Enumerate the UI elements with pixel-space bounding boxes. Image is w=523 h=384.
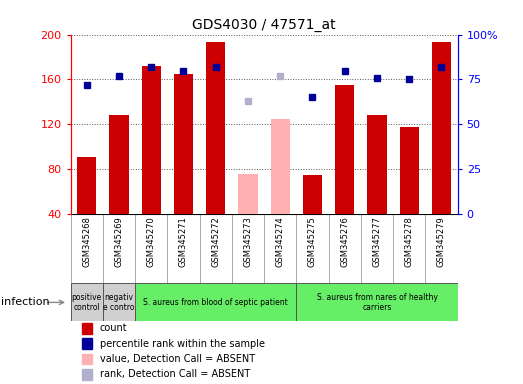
Bar	[400, 127, 419, 214]
Text: infection: infection	[1, 297, 50, 308]
Bar	[432, 42, 451, 214]
Bar	[135, 283, 297, 321]
Text: GSM345275: GSM345275	[308, 216, 317, 267]
Text: count: count	[99, 323, 127, 333]
Text: S. aureus from blood of septic patient: S. aureus from blood of septic patient	[143, 298, 288, 307]
Bar	[109, 116, 129, 214]
Bar	[367, 116, 386, 214]
Text: GSM345270: GSM345270	[147, 216, 156, 267]
Bar	[82, 323, 92, 334]
Bar	[71, 283, 103, 321]
Text: S. aureus from nares of healthy
carriers: S. aureus from nares of healthy carriers	[316, 293, 437, 312]
Text: rank, Detection Call = ABSENT: rank, Detection Call = ABSENT	[99, 369, 250, 379]
Text: GSM345277: GSM345277	[372, 216, 381, 267]
Text: GSM345272: GSM345272	[211, 216, 220, 267]
Bar	[142, 66, 161, 214]
Bar	[77, 157, 96, 214]
Text: negativ
e contro: negativ e contro	[103, 293, 135, 312]
Bar	[103, 283, 135, 321]
Text: GSM345274: GSM345274	[276, 216, 285, 267]
Bar	[206, 42, 225, 214]
Title: GDS4030 / 47571_at: GDS4030 / 47571_at	[192, 18, 336, 32]
Bar	[335, 85, 355, 214]
Text: GSM345268: GSM345268	[82, 216, 91, 267]
Bar	[270, 119, 290, 214]
Bar	[303, 175, 322, 214]
Bar	[82, 354, 92, 364]
Bar	[82, 338, 92, 349]
Text: GSM345278: GSM345278	[405, 216, 414, 267]
Text: percentile rank within the sample: percentile rank within the sample	[99, 339, 265, 349]
Bar	[238, 174, 258, 214]
Bar	[297, 283, 458, 321]
Bar	[174, 74, 193, 214]
Bar	[82, 369, 92, 379]
Text: GSM345269: GSM345269	[115, 216, 123, 267]
Text: value, Detection Call = ABSENT: value, Detection Call = ABSENT	[99, 354, 255, 364]
Text: positive
control: positive control	[72, 293, 102, 312]
Text: GSM345276: GSM345276	[340, 216, 349, 267]
Text: GSM345273: GSM345273	[244, 216, 253, 267]
Text: GSM345271: GSM345271	[179, 216, 188, 267]
Text: GSM345279: GSM345279	[437, 216, 446, 267]
